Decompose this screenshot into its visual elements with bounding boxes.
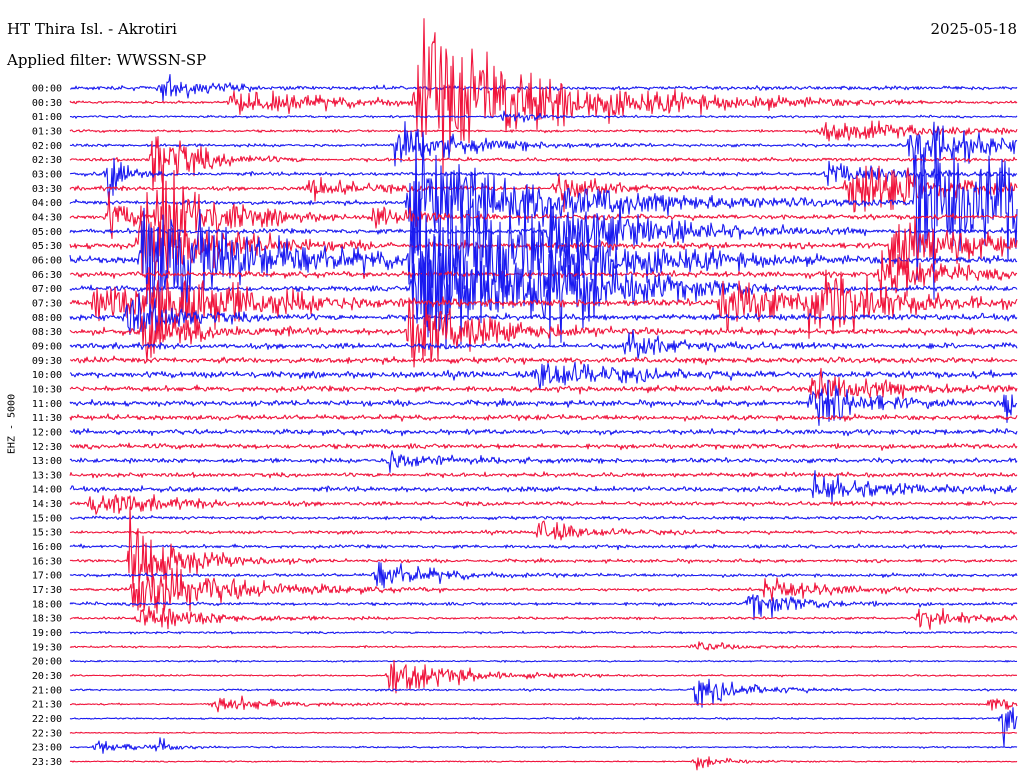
time-label: 03:00 bbox=[32, 169, 62, 180]
trace-1130 bbox=[69, 413, 1018, 422]
station-title: HT Thira Isl. - Akrotiri bbox=[7, 20, 177, 38]
trace-0100 bbox=[69, 110, 1018, 123]
time-label: 12:30 bbox=[32, 442, 62, 453]
trace-2200 bbox=[69, 707, 1018, 747]
time-label: 20:30 bbox=[32, 671, 62, 682]
time-label: 01:00 bbox=[32, 112, 62, 123]
trace-0730 bbox=[69, 267, 1018, 340]
trace-2100 bbox=[69, 678, 1018, 708]
time-label: 15:00 bbox=[32, 513, 62, 524]
trace-0930 bbox=[69, 355, 1018, 366]
time-label: 03:30 bbox=[32, 184, 62, 195]
trace-0430 bbox=[69, 164, 1018, 279]
trace-0700 bbox=[69, 218, 1018, 350]
time-label: 10:30 bbox=[32, 384, 62, 395]
trace-1500 bbox=[70, 515, 1018, 521]
trace-0500 bbox=[69, 198, 1018, 266]
time-label: 02:00 bbox=[32, 141, 62, 152]
trace-2130 bbox=[70, 695, 1018, 713]
trace-0330 bbox=[69, 165, 1018, 213]
trace-1530 bbox=[69, 520, 1018, 541]
trace-1700 bbox=[69, 561, 1018, 589]
time-label: 19:00 bbox=[32, 628, 62, 639]
time-label: 18:30 bbox=[32, 614, 62, 625]
trace-1200 bbox=[69, 427, 1018, 437]
record-date: 2025-05-18 bbox=[930, 20, 1017, 38]
trace-0300 bbox=[69, 157, 1018, 205]
time-label: 23:30 bbox=[32, 757, 62, 768]
trace-0130 bbox=[69, 120, 1018, 142]
trace-1030 bbox=[69, 367, 1018, 400]
trace-2330 bbox=[69, 756, 1018, 771]
trace-1630 bbox=[69, 506, 1018, 589]
trace-2230 bbox=[69, 731, 1018, 735]
time-label: 09:30 bbox=[32, 356, 62, 367]
filter-label: Applied filter: WWSSN-SP bbox=[7, 51, 207, 69]
trace-1330 bbox=[69, 471, 1018, 479]
trace-1100 bbox=[69, 379, 1018, 426]
time-label: 10:00 bbox=[32, 370, 62, 381]
trace-0600 bbox=[69, 135, 1018, 345]
time-label: 07:30 bbox=[32, 298, 62, 309]
time-label: 20:00 bbox=[32, 657, 62, 668]
trace-1830 bbox=[69, 605, 1018, 630]
time-label: 12:00 bbox=[32, 427, 62, 438]
time-label: 09:00 bbox=[32, 341, 62, 352]
trace-1300 bbox=[69, 450, 1018, 473]
time-label: 11:30 bbox=[32, 413, 62, 424]
time-label: 08:00 bbox=[32, 313, 62, 324]
time-label: 07:00 bbox=[32, 284, 62, 295]
time-label: 00:00 bbox=[32, 84, 62, 95]
time-label: 17:30 bbox=[32, 585, 62, 596]
time-label: 23:00 bbox=[32, 743, 62, 754]
trace-1900 bbox=[69, 630, 1018, 635]
time-label: 22:30 bbox=[32, 728, 62, 739]
time-label: 13:30 bbox=[32, 470, 62, 481]
trace-1000 bbox=[69, 361, 1018, 391]
time-label: 16:30 bbox=[32, 556, 62, 567]
time-label: 16:00 bbox=[32, 542, 62, 553]
trace-2030 bbox=[69, 659, 1017, 694]
time-label: 11:00 bbox=[32, 399, 62, 410]
trace-0900 bbox=[69, 329, 1018, 360]
time-label: 05:30 bbox=[32, 241, 62, 252]
time-label: 02:30 bbox=[32, 155, 62, 166]
trace-0030 bbox=[69, 18, 1018, 176]
trace-0200 bbox=[69, 121, 1018, 173]
trace-0830 bbox=[69, 297, 1018, 368]
time-label: 06:00 bbox=[32, 255, 62, 266]
trace-1400 bbox=[69, 470, 1018, 503]
trace-0800 bbox=[69, 292, 1018, 336]
trace-1800 bbox=[69, 594, 1018, 621]
time-label: 08:30 bbox=[32, 327, 62, 338]
time-label: 05:00 bbox=[32, 227, 62, 238]
trace-0400 bbox=[69, 133, 1018, 300]
trace-1730 bbox=[69, 565, 1018, 614]
time-label: 06:30 bbox=[32, 270, 62, 281]
time-label: 13:00 bbox=[32, 456, 62, 467]
time-label: 04:00 bbox=[32, 198, 62, 209]
time-label: 21:00 bbox=[32, 685, 62, 696]
trace-1600 bbox=[69, 543, 1018, 551]
trace-2000 bbox=[69, 659, 1018, 663]
time-label: 18:00 bbox=[32, 599, 62, 610]
trace-0230 bbox=[69, 135, 1018, 192]
time-label: 15:30 bbox=[32, 528, 62, 539]
trace-2300 bbox=[69, 737, 1018, 754]
time-label: 21:30 bbox=[32, 700, 62, 711]
time-label: 19:30 bbox=[32, 642, 62, 653]
trace-0630 bbox=[69, 249, 1018, 306]
trace-1430 bbox=[69, 494, 1018, 515]
time-label: 04:30 bbox=[32, 212, 62, 223]
time-label: 17:00 bbox=[32, 571, 62, 582]
trace-1230 bbox=[69, 442, 1018, 451]
time-label: 22:00 bbox=[32, 714, 62, 725]
time-label: 14:30 bbox=[32, 499, 62, 510]
time-label: 00:30 bbox=[32, 98, 62, 109]
time-label: 01:30 bbox=[32, 126, 62, 137]
trace-1930 bbox=[69, 641, 1018, 651]
time-label: 14:00 bbox=[32, 485, 62, 496]
